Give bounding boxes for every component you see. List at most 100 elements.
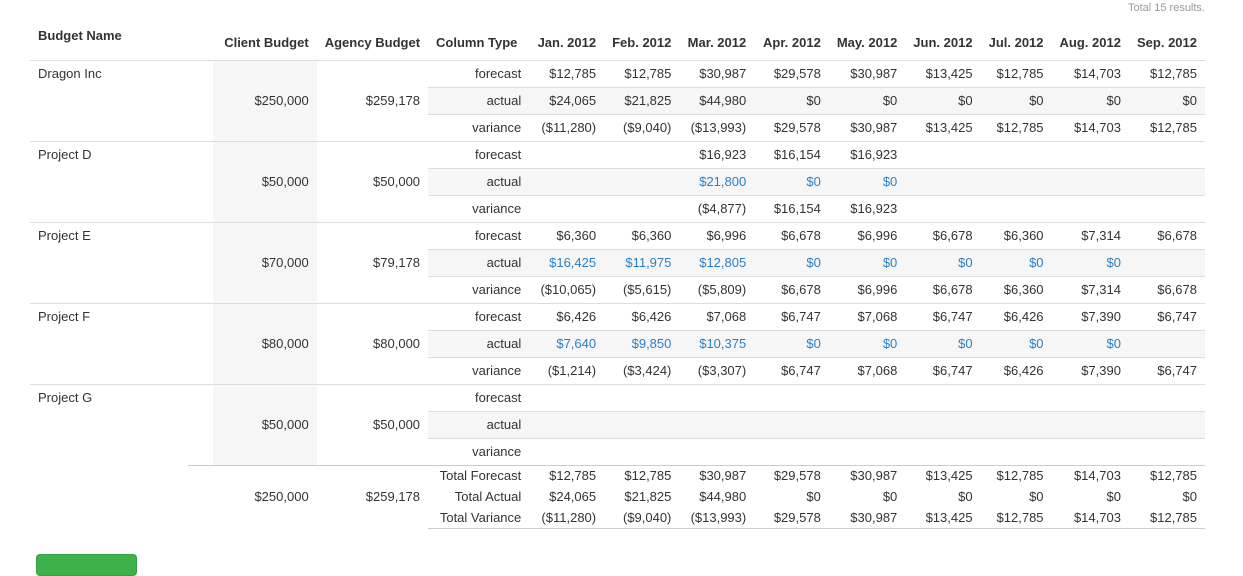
variance-value-cell: ($4,877) (679, 194, 755, 222)
variance-value-cell: $7,314 (1051, 275, 1129, 303)
table-viewport[interactable]: Budget Name Client Budget Agency Budget … (0, 0, 1205, 562)
actual-value-cell[interactable]: $10,375 (679, 329, 755, 357)
actual-value-cell[interactable]: $0 (1051, 248, 1129, 276)
actual-value-cell (679, 410, 755, 438)
variance-value-cell: ($9,040) (604, 113, 680, 141)
budget-name-cell[interactable]: Project G (30, 383, 214, 465)
agency-budget-cell: $50,000 (316, 140, 429, 222)
table-row: actual $16,425 $11,975 $12,805 $0 $0 $0 $0 $0 (30, 248, 1205, 276)
column-type-cell: forecast (428, 302, 530, 330)
forecast-value-cell: $12,785 (604, 59, 680, 87)
budget-name-cell[interactable]: Project F (30, 302, 214, 384)
actual-value-cell[interactable]: $0 (754, 248, 829, 276)
total-value-cell: $0 (806, 489, 821, 504)
column-type-cell: actual (428, 167, 530, 195)
total-value-cell: $14,703 (1051, 464, 1129, 486)
forecast-value-cell: $16,923 (828, 140, 906, 168)
actual-value-cell[interactable]: $0 (980, 329, 1052, 357)
total-client-budget: $250,000 (213, 464, 317, 528)
variance-value-cell (679, 437, 755, 465)
actual-value-cell[interactable]: $0 (828, 248, 906, 276)
forecast-value-cell (604, 383, 680, 411)
client-budget-cell: $50,000 (213, 140, 317, 222)
total-value-cell: $29,578 (754, 464, 829, 486)
header-row: Budget Name Client Budget Agency Budget … (30, 24, 1205, 60)
agency-budget-cell: $50,000 (316, 383, 429, 465)
actual-value-cell[interactable]: $0 (1051, 329, 1129, 357)
total-spacer (30, 465, 214, 528)
total-divider (188, 465, 214, 466)
actual-value-cell[interactable]: $21,800 (679, 167, 755, 195)
client-budget-cell: $80,000 (213, 302, 317, 384)
variance-value-cell (1128, 437, 1205, 465)
actual-value-cell[interactable]: $16,425 (529, 248, 605, 276)
variance-value-cell (529, 437, 605, 465)
forecast-value-cell: $6,996 (828, 221, 906, 249)
actual-value-cell (1128, 410, 1205, 438)
actual-value-cell[interactable]: $12,805 (679, 248, 755, 276)
variance-value-cell: $29,578 (754, 113, 829, 141)
header-month: Aug. 2012 (1059, 34, 1121, 50)
total-value-cell: $12,785 (1128, 507, 1205, 529)
variance-value-cell (980, 437, 1052, 465)
budget-name-cell[interactable]: Project E (30, 221, 214, 303)
budget-name-cell[interactable]: Project D (30, 140, 214, 222)
forecast-value-cell: $7,068 (679, 302, 755, 330)
forecast-value-cell (604, 140, 680, 168)
actual-value-cell[interactable]: $11,975 (604, 248, 680, 276)
table-row: Project F $80,000 $80,000 forecast $6,426 $6,… (30, 302, 1205, 384)
variance-value-cell: $7,068 (828, 356, 906, 384)
header-month: Feb. 2012 (612, 34, 672, 50)
forecast-value-cell (905, 140, 981, 168)
forecast-value-cell (1128, 383, 1205, 411)
total-value-cell: $12,785 (529, 464, 605, 486)
actual-value-cell[interactable]: $0 (754, 167, 829, 195)
client-budget-cell: $50,000 (213, 383, 317, 465)
column-type-cell: variance (428, 275, 530, 303)
actual-value-cell[interactable]: $9,850 (604, 329, 680, 357)
actual-value-cell[interactable]: $0 (905, 329, 981, 357)
actual-value-cell[interactable]: $0 (905, 248, 981, 276)
total-value-cell: $12,785 (980, 464, 1052, 486)
actual-value-cell[interactable]: $0 (980, 248, 1052, 276)
variance-value-cell (905, 437, 981, 465)
variance-value-cell: ($13,993) (679, 113, 755, 141)
total-value-cell: $29,578 (754, 507, 829, 529)
variance-value-cell: $30,987 (828, 113, 906, 141)
table-row: actual $21,800 $0 $0 (30, 167, 1205, 195)
variance-value-cell: $12,785 (980, 113, 1052, 141)
actual-value-cell[interactable]: $0 (828, 329, 906, 357)
forecast-value-cell: $7,314 (1051, 221, 1129, 249)
actual-value-cell: $24,065 (529, 86, 605, 114)
variance-value-cell: $16,154 (754, 194, 829, 222)
table-row: Dragon Inc $250,000 $259,178 forecast $12,78… (30, 59, 1205, 141)
variance-value-cell: $6,360 (980, 275, 1052, 303)
budget-name-cell[interactable]: Dragon Inc (30, 59, 214, 141)
agency-budget-cell: $80,000 (316, 302, 429, 384)
header-client-budget[interactable]: Client Budget (224, 34, 309, 50)
header-agency-budget[interactable]: Agency Budget (324, 34, 421, 50)
total-results: Total 15 results. (1127, 2, 1205, 14)
forecast-value-cell: $16,923 (679, 140, 755, 168)
actual-value-cell[interactable]: $7,640 (529, 329, 605, 357)
header-month: Sep. 2012 (1137, 34, 1197, 50)
actual-value-cell[interactable]: $0 (828, 167, 906, 195)
actual-value-cell (529, 167, 605, 195)
total-value-cell: $0 (958, 489, 973, 504)
forecast-value-cell: $6,747 (1128, 302, 1205, 330)
header-budget-name[interactable]: Budget Name (38, 28, 122, 43)
total-value-cell: $13,425 (905, 464, 981, 486)
forecast-value-cell: $6,426 (980, 302, 1052, 330)
actual-value-cell[interactable]: $0 (754, 329, 829, 357)
table-row: Project E $70,000 $79,178 forecast $6,360 $6,… (30, 221, 1205, 303)
forecast-value-cell: $7,068 (828, 302, 906, 330)
actual-value-cell: $0 (828, 86, 906, 114)
add-budget-button[interactable] (36, 554, 137, 576)
column-type-cell: forecast (428, 140, 530, 168)
total-value-cell: $12,785 (604, 464, 680, 486)
variance-value-cell: $14,703 (1051, 113, 1129, 141)
forecast-value-cell: $6,996 (679, 221, 755, 249)
variance-value-cell (754, 437, 829, 465)
total-value-cell: $30,987 (828, 464, 906, 486)
forecast-value-cell (980, 140, 1052, 168)
